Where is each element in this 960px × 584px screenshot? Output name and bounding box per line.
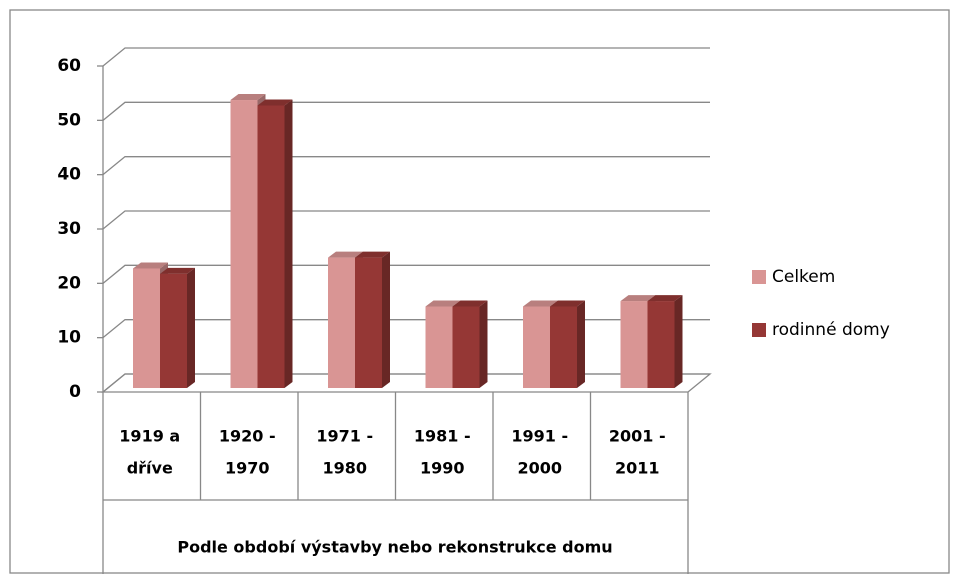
y-tick-label: 20 [57, 273, 81, 293]
y-tick-label: 60 [57, 56, 81, 76]
x-tick-label: 1980 [322, 459, 367, 478]
x-tick-label: 2000 [517, 459, 562, 478]
bar-top [355, 251, 390, 258]
bar [452, 306, 480, 388]
bar-top [620, 295, 656, 302]
y-tick-label: 30 [57, 219, 81, 239]
x-tick-label: 1971 - [316, 427, 373, 446]
bar [230, 100, 258, 389]
bar-top [160, 267, 195, 274]
bar [523, 306, 550, 388]
x-tick-label: 1920 - [219, 427, 276, 446]
y-tick-label: 40 [57, 165, 81, 185]
bar-top [133, 262, 168, 269]
bar [257, 105, 285, 388]
grid-line [102, 101, 710, 121]
x-tick-label: 2001 - [609, 427, 666, 446]
bar [620, 301, 648, 388]
bar-side [674, 295, 683, 388]
grid-line [102, 156, 710, 176]
x-axis-label: Podle období výstavby nebo rekonstrukce … [177, 538, 612, 557]
bar [550, 306, 577, 388]
bar [355, 257, 382, 388]
bar-top [550, 300, 585, 307]
bar-top [328, 251, 363, 258]
x-tick-label: 1970 [225, 459, 270, 478]
grid-line [102, 210, 710, 230]
x-tick-label: 2011 [615, 459, 660, 478]
bar-side [479, 300, 488, 388]
bar-side [382, 251, 390, 388]
legend-swatch [752, 323, 766, 337]
bar [133, 268, 160, 388]
bar [425, 306, 453, 388]
bar [160, 273, 187, 388]
x-tick-label: 1981 - [414, 427, 471, 446]
x-tick-label: dříve [127, 459, 173, 478]
y-tick-label: 10 [57, 328, 81, 348]
legend-swatch [752, 270, 766, 284]
x-tick-label: 1990 [420, 459, 465, 478]
y-tick-label: 0 [69, 382, 81, 402]
grid-line [102, 373, 710, 393]
x-tick-label: 1991 - [511, 427, 568, 446]
legend-label: rodinné domy [772, 320, 890, 340]
grid-line [102, 264, 710, 284]
bar [647, 301, 675, 388]
grid-line [102, 319, 710, 339]
bar-top [523, 300, 558, 307]
bar-side [577, 300, 585, 388]
bar-top [647, 295, 683, 302]
grid-line [102, 47, 710, 67]
legend-label: Celkem [772, 267, 835, 287]
bar-top [230, 94, 266, 101]
y-tick-label: 50 [57, 110, 81, 130]
bar-side [187, 267, 195, 388]
bar-top [257, 99, 293, 106]
x-tick-label: 1919 a [119, 427, 180, 446]
bar-top [452, 300, 488, 307]
bar-side [284, 99, 293, 388]
bar-top [425, 300, 461, 307]
bar [328, 257, 355, 388]
